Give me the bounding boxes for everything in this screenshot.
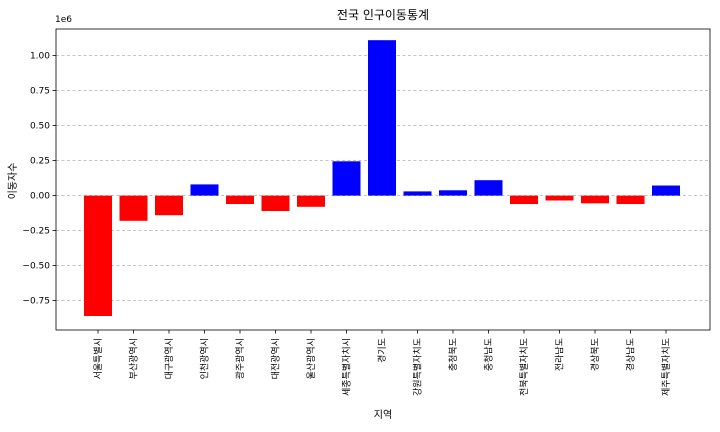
bar [439, 190, 467, 196]
bar [155, 195, 183, 216]
bar [581, 195, 609, 204]
x-tick-label: 대전광역시 [270, 338, 282, 379]
y-tick-label: 1.00 [30, 52, 50, 62]
bar [545, 195, 574, 201]
bar [510, 195, 538, 204]
y-tick-label: 0.50 [30, 122, 50, 132]
x-tick-label: 경상남도 [625, 338, 637, 371]
x-tick-label: 울산광역시 [305, 338, 317, 379]
x-tick-label: 서울특별시 [93, 338, 104, 379]
x-tick-label: 세종특별자치시 [341, 338, 353, 396]
y-tick-label: −0.75 [22, 297, 50, 307]
bar [474, 180, 503, 196]
y-axis-scale-label: 1e6 [55, 15, 72, 25]
x-tick-label: 제주특별자치도 [660, 338, 672, 396]
x-tick-label: 대구광역시 [163, 338, 175, 379]
x-tick-label: 광주광역시 [234, 338, 246, 379]
x-tick-label: 강원특별자치도 [412, 338, 424, 396]
x-tick-label: 경상북도 [589, 338, 601, 371]
x-tick-label: 충청남도 [484, 338, 495, 371]
bar [190, 184, 219, 196]
y-tick-label: 0.25 [30, 157, 50, 167]
bar [84, 195, 112, 316]
bar [616, 195, 645, 204]
x-tick-label: 경기도 [376, 338, 388, 363]
y-tick-label: −0.25 [22, 227, 50, 237]
plot-frame [55, 28, 711, 331]
bar [226, 195, 254, 204]
x-axis-label: 지역 [374, 409, 392, 421]
y-tick-label: −0.50 [22, 262, 50, 272]
bar [403, 191, 432, 196]
y-axis-label: 이동자수 [7, 163, 19, 200]
x-tick-label: 충청북도 [448, 338, 459, 371]
bars [84, 40, 680, 316]
y-tick-label: 0.75 [30, 87, 50, 97]
x-ticks: 서울특별시 부산광역시 대구광역시 인천광역시 광주광역시 대전광역시 울산광역시 세종특별자… [93, 330, 672, 396]
x-tick-label: 전북특별자치도 [518, 338, 530, 396]
bar [368, 40, 396, 196]
x-tick-label: 인천광역시 [199, 338, 211, 379]
bar [119, 195, 148, 221]
bar [652, 185, 680, 196]
bar [261, 195, 290, 211]
x-tick-label: 전라남도 [555, 338, 566, 371]
y-ticks: −0.75 −0.50 −0.25 0.00 0.25 0.50 0.75 1.00 [22, 52, 56, 307]
y-tick-label: 0.00 [30, 192, 50, 202]
bar [332, 161, 361, 196]
bar [297, 195, 325, 207]
chart-title: 전국 인구이동통계 [337, 8, 429, 22]
x-tick-label: 부산광역시 [128, 338, 140, 379]
